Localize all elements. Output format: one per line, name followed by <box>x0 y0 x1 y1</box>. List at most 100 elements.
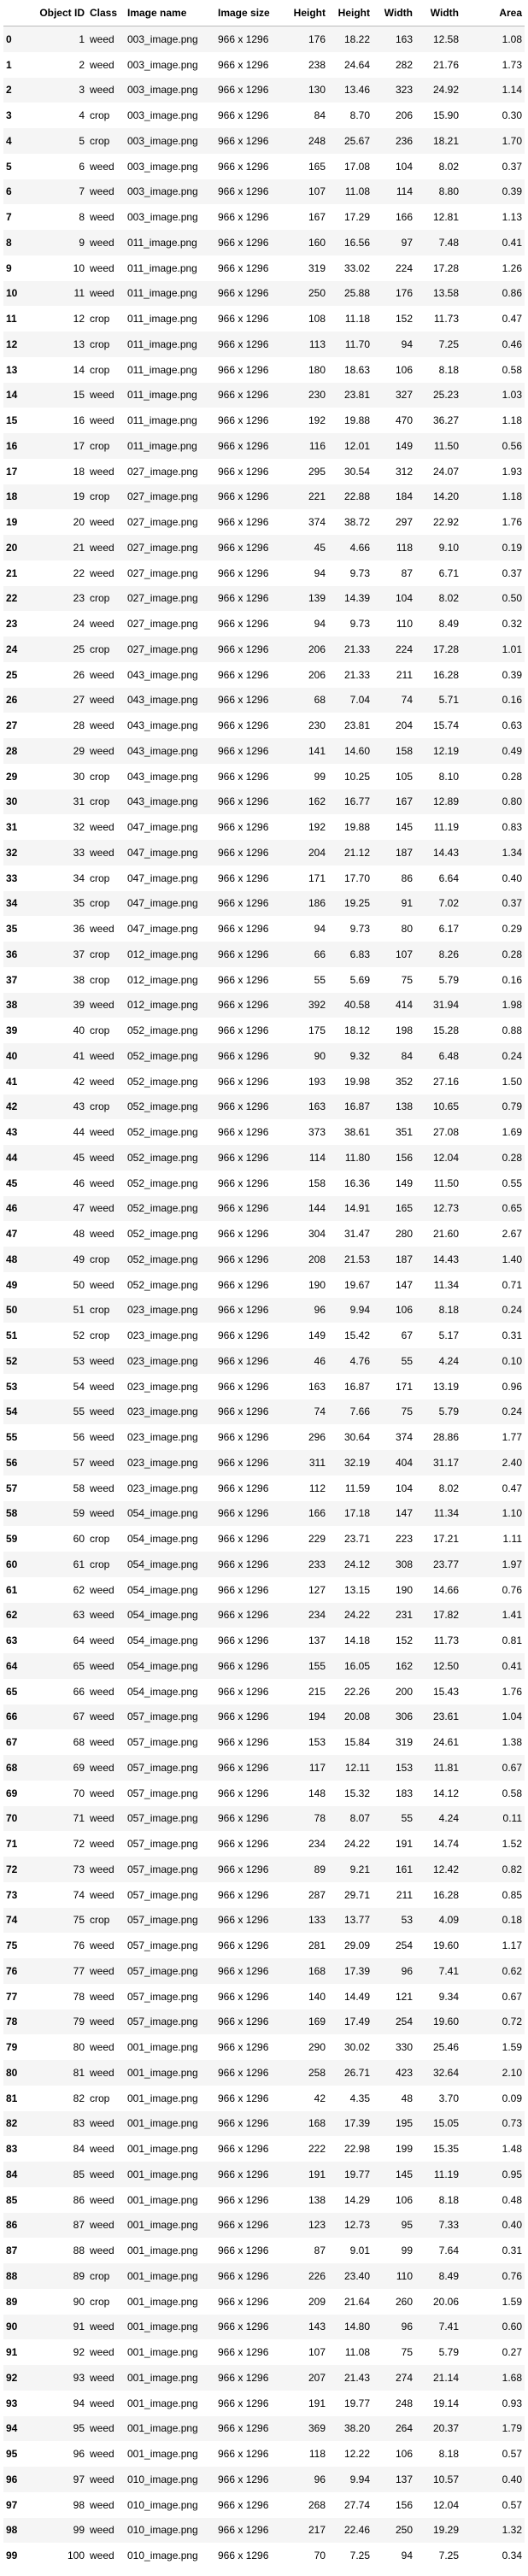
cell-image-name: 047_image.png <box>125 916 215 942</box>
cell-class: weed <box>87 1678 125 1705</box>
table-row: 87 88 weed 001_image.png 966 x 1296 87 9.01 99 7… <box>3 2238 525 2263</box>
cell-width-cm: 7.25 <box>415 2543 461 2568</box>
cell-image-size: 966 x 1296 <box>215 484 285 510</box>
cell-class: crop <box>87 1297 125 1323</box>
table-row: 40 41 weed 052_image.png 966 x 1296 90 9.32 84 6… <box>3 1043 525 1069</box>
cell-image-size: 966 x 1296 <box>215 2263 285 2289</box>
cell-height-px: 311 <box>285 1450 328 1476</box>
table-row: 89 90 crop 001_image.png 966 x 1296 209 21.64 2… <box>3 2288 525 2315</box>
cell-width-cm: 7.48 <box>415 230 461 255</box>
cell-width-px: 75 <box>373 966 415 993</box>
cell-image-size: 966 x 1296 <box>215 535 285 560</box>
cell-width-px: 323 <box>373 77 415 103</box>
table-header: Object ID Class Image name Image size Height… <box>3 0 525 26</box>
cell-image-size: 966 x 1296 <box>215 2314 285 2340</box>
cell-image-size: 966 x 1296 <box>215 509 285 535</box>
cell-width-px: 224 <box>373 255 415 281</box>
cell-image-name: 011_image.png <box>125 433 215 459</box>
cell-image-size: 966 x 1296 <box>215 1831 285 1857</box>
row-index: 75 <box>3 1933 36 1958</box>
table-row: 59 60 crop 054_image.png 966 x 1296 229 23.71 2… <box>3 1526 525 1552</box>
column-header-width-px: Width <box>373 0 415 26</box>
row-index: 23 <box>3 611 36 637</box>
cell-width-px: 106 <box>373 1297 415 1323</box>
cell-object-id: 46 <box>36 1170 87 1196</box>
cell-height-cm: 16.87 <box>328 1094 373 1120</box>
cell-width-cm: 27.08 <box>415 1119 461 1145</box>
cell-area: 1.97 <box>461 1552 525 1577</box>
table-row: 65 66 weed 054_image.png 966 x 1296 215 22.26 2… <box>3 1678 525 1705</box>
row-index: 42 <box>3 1094 36 1120</box>
cell-area: 0.29 <box>461 916 525 942</box>
cell-width-cm: 14.74 <box>415 1831 461 1857</box>
cell-class: weed <box>87 661 125 688</box>
table-row: 81 82 crop 001_image.png 966 x 1296 42 4.35 48 3… <box>3 2085 525 2111</box>
cell-image-size: 966 x 1296 <box>215 2491 285 2518</box>
cell-image-name: 003_image.png <box>125 128 215 154</box>
cell-width-px: 152 <box>373 306 415 332</box>
cell-class: weed <box>87 1348 125 1374</box>
cell-area: 0.95 <box>461 2162 525 2187</box>
cell-height-px: 290 <box>285 2034 328 2060</box>
cell-height-cm: 6.83 <box>328 942 373 967</box>
cell-image-size: 966 x 1296 <box>215 1857 285 1882</box>
cell-height-cm: 8.07 <box>328 1805 373 1832</box>
cell-width-px: 158 <box>373 738 415 764</box>
cell-image-size: 966 x 1296 <box>215 611 285 637</box>
cell-image-name: 047_image.png <box>125 814 215 840</box>
cell-image-size: 966 x 1296 <box>215 1780 285 1806</box>
table-row: 47 48 weed 052_image.png 966 x 1296 304 31.47 2… <box>3 1221 525 1247</box>
cell-object-id: 33 <box>36 840 87 866</box>
cell-height-cm: 12.22 <box>328 2441 373 2467</box>
cell-width-cm: 5.79 <box>415 1399 461 1425</box>
cell-area: 1.76 <box>461 509 525 535</box>
cell-height-px: 113 <box>285 332 328 357</box>
table-row: 95 96 weed 001_image.png 966 x 1296 118 12.22 1… <box>3 2441 525 2467</box>
cell-image-size: 966 x 1296 <box>215 1271 285 1298</box>
cell-height-cm: 14.29 <box>328 2186 373 2213</box>
cell-area: 0.41 <box>461 1653 525 1679</box>
cell-height-cm: 26.71 <box>328 2060 373 2086</box>
cell-object-id: 90 <box>36 2288 87 2315</box>
row-index: 37 <box>3 966 36 993</box>
cell-height-cm: 11.08 <box>328 2339 373 2365</box>
cell-height-px: 175 <box>285 1018 328 1043</box>
cell-width-cm: 8.80 <box>415 179 461 205</box>
cell-width-px: 166 <box>373 204 415 230</box>
cell-height-cm: 9.32 <box>328 1043 373 1069</box>
row-index: 61 <box>3 1576 36 1603</box>
cell-height-cm: 21.64 <box>328 2288 373 2315</box>
table-row: 99 100 weed 010_image.png 966 x 1296 70 7.25 94… <box>3 2543 525 2568</box>
cell-image-size: 966 x 1296 <box>215 916 285 942</box>
cell-image-size: 966 x 1296 <box>215 1145 285 1171</box>
cell-object-id: 81 <box>36 2060 87 2086</box>
cell-height-px: 165 <box>285 153 328 179</box>
cell-height-px: 176 <box>285 26 328 52</box>
table-row: 76 77 weed 057_image.png 966 x 1296 168 17.39 9… <box>3 1958 525 1984</box>
cell-area: 0.28 <box>461 942 525 967</box>
row-index: 7 <box>3 204 36 230</box>
cell-height-px: 107 <box>285 2339 328 2365</box>
cell-width-px: 184 <box>373 484 415 510</box>
cell-height-px: 143 <box>285 2314 328 2340</box>
cell-image-name: 057_image.png <box>125 1881 215 1908</box>
cell-image-size: 966 x 1296 <box>215 382 285 408</box>
cell-height-cm: 17.39 <box>328 2110 373 2137</box>
cell-height-px: 222 <box>285 2136 328 2162</box>
cell-image-name: 054_image.png <box>125 1602 215 1628</box>
cell-area: 0.55 <box>461 1170 525 1196</box>
column-header-area: Area <box>461 0 525 26</box>
cell-image-size: 966 x 1296 <box>215 153 285 179</box>
cell-image-size: 966 x 1296 <box>215 1068 285 1094</box>
cell-width-cm: 8.02 <box>415 585 461 612</box>
cell-width-cm: 8.18 <box>415 356 461 383</box>
cell-image-size: 966 x 1296 <box>215 1958 285 1984</box>
cell-width-px: 99 <box>373 2238 415 2263</box>
cell-class: weed <box>87 738 125 764</box>
cell-image-size: 966 x 1296 <box>215 1576 285 1603</box>
cell-area: 0.27 <box>461 2339 525 2365</box>
cell-height-cm: 19.88 <box>328 408 373 433</box>
cell-width-px: 165 <box>373 1195 415 1222</box>
cell-object-id: 40 <box>36 1018 87 1043</box>
